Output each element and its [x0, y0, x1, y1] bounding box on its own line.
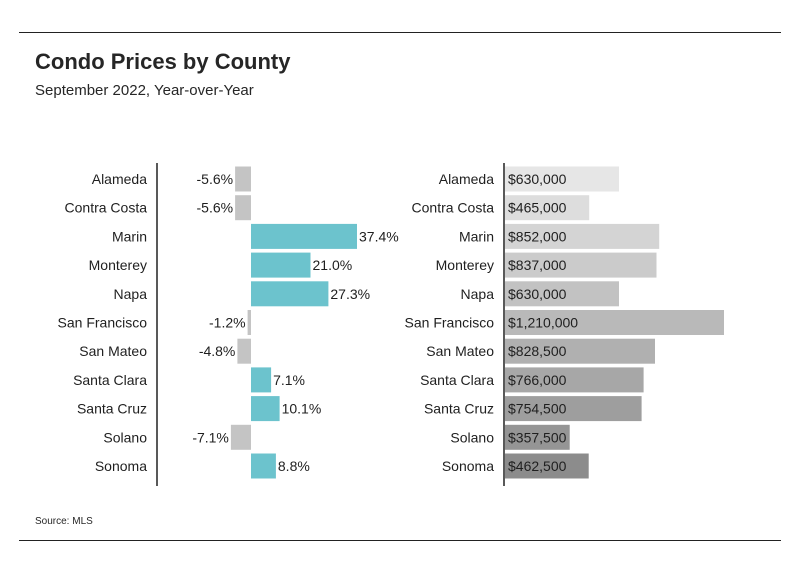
change-value-label: 10.1% [282, 401, 322, 417]
price-bar [505, 396, 642, 422]
change-value-label: 27.3% [330, 286, 370, 302]
price-bar [505, 166, 619, 192]
left-category-label: Solano [103, 429, 147, 445]
price-value-label: $630,000 [508, 286, 567, 302]
right-category-label: Santa Clara [420, 372, 494, 388]
price-value-label: $754,500 [508, 401, 567, 417]
left-category-label: Napa [114, 286, 148, 302]
price-value-label: $852,000 [508, 228, 567, 244]
left-category-label: San Francisco [58, 315, 148, 331]
chart-subtitle: September 2022, Year-over-Year [35, 82, 254, 99]
price-bar [505, 310, 724, 335]
left-category-label: Alameda [92, 171, 147, 187]
right-category-label: Napa [461, 286, 495, 302]
price-value-label: $1,210,000 [508, 315, 578, 331]
change-value-label: 37.4% [359, 228, 399, 244]
change-value-label: 7.1% [273, 372, 305, 388]
bottom-rule [19, 540, 781, 541]
change-bar [251, 453, 276, 479]
change-bar [230, 424, 251, 450]
source-note: Source: MLS [35, 516, 93, 527]
price-value-label: $357,500 [508, 429, 567, 445]
price-bar [505, 424, 570, 450]
left-category-label: Monterey [89, 257, 147, 273]
change-bar [235, 195, 251, 221]
price-bar [505, 453, 589, 479]
change-value-label: -7.1% [192, 429, 229, 445]
left-category-label: Contra Costa [65, 200, 148, 216]
price-bar [505, 338, 655, 364]
price-bar [505, 223, 660, 249]
price-value-label: $766,000 [508, 372, 567, 388]
price-value-label: $828,500 [508, 343, 567, 359]
change-bar [237, 338, 251, 364]
price-value-label: $630,000 [508, 171, 567, 187]
left-category-label: Marin [112, 228, 147, 244]
price-bar [505, 281, 619, 307]
price-bar [505, 252, 657, 278]
change-value-label: -1.2% [209, 315, 246, 331]
right-category-label: Marin [459, 228, 494, 244]
change-bar [251, 223, 357, 249]
change-bar [251, 396, 280, 422]
change-value-label: 8.8% [278, 458, 310, 474]
change-bar [247, 310, 251, 335]
price-value-label: $462,500 [508, 458, 567, 474]
right-category-label: Monterey [436, 257, 494, 273]
left-category-label: Santa Clara [73, 372, 147, 388]
change-value-label: -5.6% [197, 200, 234, 216]
change-value-label: 21.0% [313, 257, 353, 273]
left-category-label: Sonoma [95, 458, 147, 474]
right-category-label: Solano [450, 429, 494, 445]
left-category-label: San Mateo [79, 343, 147, 359]
price-value-label: $837,000 [508, 257, 567, 273]
change-bar [251, 367, 272, 393]
right-category-label: San Mateo [426, 343, 494, 359]
change-bar [251, 281, 329, 307]
price-bar [505, 367, 644, 393]
right-category-label: Sonoma [442, 458, 494, 474]
change-bar [235, 166, 251, 192]
change-value-label: -4.8% [199, 343, 236, 359]
right-category-label: Alameda [439, 171, 494, 187]
right-category-label: Santa Cruz [424, 401, 494, 417]
change-value-label: -5.6% [197, 171, 234, 187]
price-value-label: $465,000 [508, 200, 567, 216]
left-category-label: Santa Cruz [77, 401, 147, 417]
chart-title: Condo Prices by County [35, 49, 291, 74]
top-rule [19, 32, 781, 33]
right-category-label: Contra Costa [412, 200, 495, 216]
price-bar [505, 195, 590, 221]
change-bar [251, 252, 311, 278]
right-category-label: San Francisco [405, 315, 495, 331]
